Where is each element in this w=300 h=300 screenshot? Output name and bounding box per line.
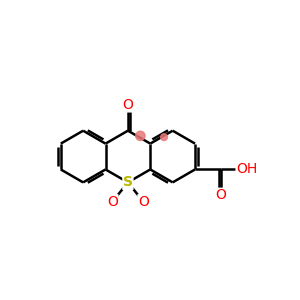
Text: O: O: [138, 195, 149, 209]
Text: O: O: [122, 98, 133, 112]
Text: OH: OH: [236, 163, 257, 176]
Text: S: S: [123, 176, 133, 189]
Text: O: O: [107, 195, 118, 209]
Text: O: O: [215, 188, 226, 202]
Circle shape: [161, 134, 167, 140]
Circle shape: [136, 131, 145, 140]
